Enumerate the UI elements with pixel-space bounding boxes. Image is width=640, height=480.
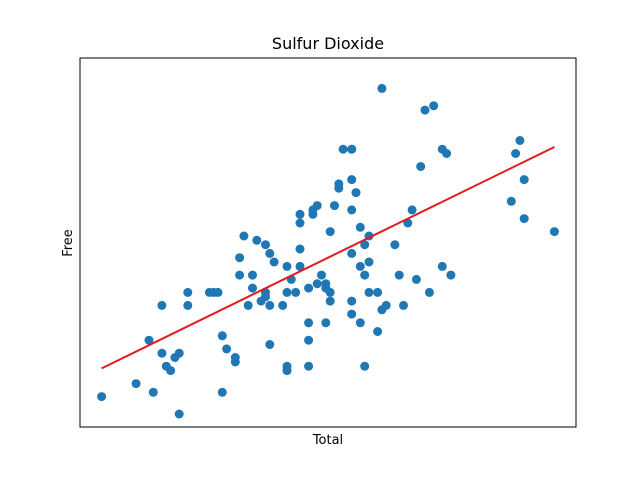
- data-point-35: [269, 257, 279, 267]
- x-axis-label: Total: [312, 433, 343, 448]
- data-point-36: [278, 300, 288, 310]
- trend-line-group: [101, 146, 555, 370]
- data-point-105: [519, 214, 529, 224]
- data-point-1: [131, 379, 141, 389]
- data-point-34: [265, 300, 275, 310]
- data-point-79: [360, 240, 370, 250]
- data-point-57: [321, 318, 331, 328]
- data-point-75: [355, 318, 365, 328]
- data-point-71: [347, 248, 357, 258]
- data-point-59: [325, 296, 335, 306]
- data-point-54: [312, 279, 322, 289]
- data-point-104: [515, 136, 525, 145]
- data-point-106: [519, 175, 529, 185]
- data-point-58: [325, 227, 335, 237]
- data-point-77: [360, 270, 370, 280]
- data-point-74: [355, 222, 365, 232]
- trend-line: [101, 146, 555, 370]
- data-point-103: [511, 149, 521, 158]
- data-point-48: [304, 335, 314, 345]
- data-point-100: [442, 149, 452, 158]
- data-point-43: [295, 209, 305, 219]
- data-point-73: [351, 188, 361, 198]
- data-point-80: [364, 257, 374, 267]
- data-point-62: [330, 201, 339, 211]
- data-point-15: [213, 287, 223, 297]
- data-point-38: [282, 261, 292, 271]
- data-point-45: [295, 261, 305, 271]
- data-point-102: [506, 196, 516, 206]
- data-point-11: [183, 300, 193, 310]
- data-point-17: [217, 387, 227, 397]
- data-point-95: [420, 105, 430, 115]
- y-axis-label: Free: [61, 229, 76, 257]
- data-point-76: [355, 261, 365, 271]
- data-point-27: [252, 235, 262, 245]
- data-point-67: [347, 144, 357, 154]
- data-point-50: [304, 318, 314, 328]
- data-point-23: [239, 231, 249, 241]
- data-point-32: [265, 248, 275, 258]
- plot-area: [79, 57, 577, 428]
- data-point-53: [312, 201, 322, 211]
- data-point-86: [377, 83, 387, 93]
- data-point-55: [317, 270, 326, 280]
- data-point-18: [222, 344, 232, 354]
- data-point-84: [373, 287, 383, 297]
- data-point-33: [265, 340, 275, 349]
- data-point-97: [429, 101, 439, 111]
- data-point-12: [183, 287, 193, 297]
- data-point-10: [170, 353, 180, 362]
- data-point-92: [407, 205, 417, 215]
- data-point-2: [148, 387, 158, 397]
- data-point-96: [424, 287, 434, 297]
- data-point-28: [261, 240, 270, 250]
- data-point-0: [97, 392, 107, 402]
- data-point-25: [248, 283, 257, 293]
- data-point-61: [325, 287, 335, 297]
- data-point-16: [217, 331, 227, 341]
- data-point-47: [304, 283, 314, 293]
- data-point-20: [230, 357, 240, 367]
- data-point-107: [549, 227, 559, 237]
- data-point-69: [347, 205, 357, 215]
- data-point-81: [364, 287, 374, 297]
- data-point-93: [411, 274, 421, 284]
- data-point-90: [399, 300, 408, 310]
- data-point-46: [295, 244, 305, 254]
- data-point-49: [304, 361, 314, 371]
- data-point-26: [248, 270, 257, 280]
- data-point-89: [394, 270, 404, 280]
- data-point-101: [446, 270, 456, 280]
- data-point-68: [347, 175, 357, 185]
- data-point-22: [235, 270, 245, 280]
- data-point-44: [295, 218, 305, 228]
- scatter-points: [97, 83, 559, 419]
- data-point-72: [347, 309, 357, 319]
- data-point-65: [338, 144, 348, 154]
- data-point-8: [174, 409, 184, 419]
- data-point-3: [157, 348, 167, 358]
- data-point-70: [347, 296, 357, 306]
- data-point-6: [144, 335, 154, 345]
- data-point-87: [381, 300, 391, 310]
- data-point-64: [334, 179, 344, 189]
- data-point-88: [390, 240, 400, 250]
- data-point-24: [243, 300, 253, 310]
- data-point-4: [157, 300, 167, 310]
- data-point-98: [437, 261, 447, 271]
- chart-title: Sulfur Dioxide: [272, 34, 384, 53]
- data-point-94: [416, 162, 426, 171]
- data-point-21: [235, 253, 245, 263]
- data-point-83: [373, 327, 383, 336]
- data-point-37: [282, 287, 292, 297]
- data-point-78: [360, 361, 370, 371]
- data-point-40: [282, 366, 292, 376]
- data-point-42: [291, 287, 301, 297]
- data-point-7: [166, 366, 176, 376]
- data-point-31: [261, 292, 270, 302]
